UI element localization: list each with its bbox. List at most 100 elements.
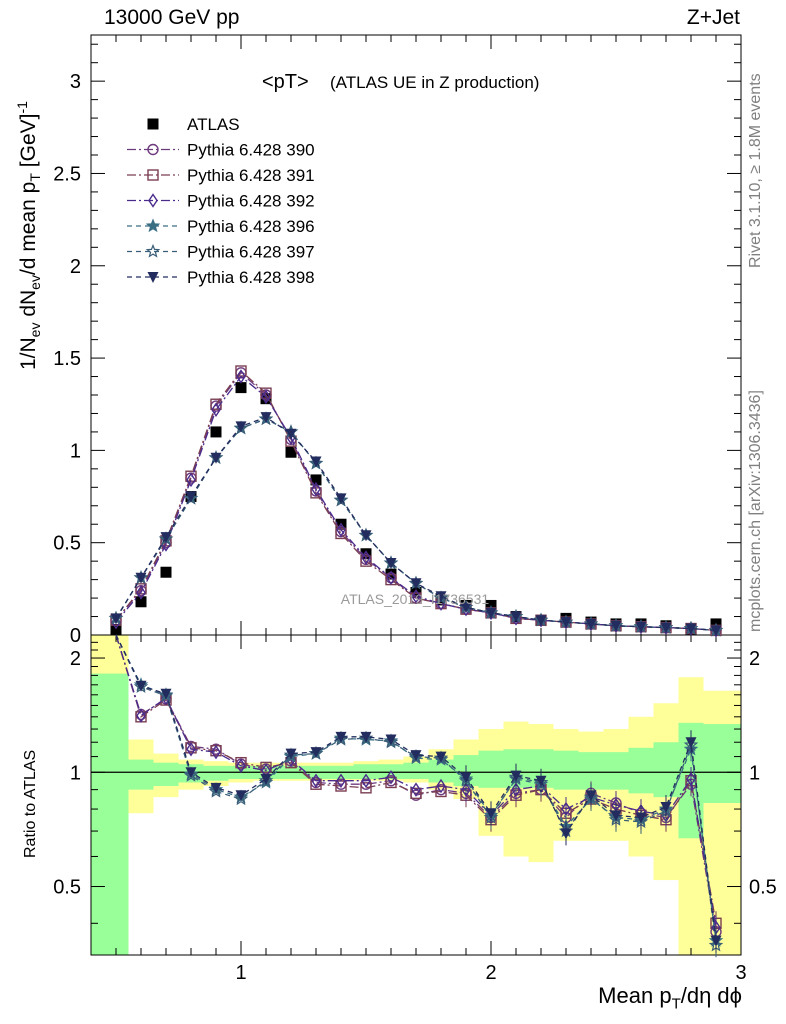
ratio-point — [686, 771, 696, 787]
legend-entry-0: ATLAS — [147, 115, 240, 134]
legend-marker — [147, 272, 159, 283]
ratio-y-tick-label-right: 1 — [749, 762, 760, 784]
stat-band-bin-24 — [703, 724, 729, 803]
ratio-point — [360, 731, 372, 743]
data-point — [160, 532, 172, 544]
ratio-y-tick-label-left: 1 — [70, 762, 81, 784]
ratio-point — [311, 773, 321, 788]
data-point — [335, 527, 347, 540]
stat-band-bin-13 — [428, 759, 454, 783]
stat-band-bin-25 — [728, 724, 741, 803]
y-tick-label: 3 — [70, 71, 81, 93]
ratio-point — [410, 787, 422, 800]
data-point — [485, 607, 497, 619]
stat-band-bin-10 — [353, 764, 379, 780]
data-point — [211, 402, 221, 418]
data-point — [235, 382, 247, 394]
ratio-point — [233, 791, 249, 806]
legend-entry-6: Pythia 6.428 398 — [127, 268, 315, 287]
legend-label: Pythia 6.428 397 — [187, 243, 315, 262]
ratio-point — [336, 773, 346, 788]
data-point — [710, 625, 722, 637]
y-tick-label: 0 — [70, 625, 81, 647]
data-point — [585, 618, 597, 630]
stat-band-bin-2 — [153, 762, 179, 787]
ratio-point — [710, 935, 722, 947]
data-point — [535, 615, 547, 627]
legend-entry-4: Pythia 6.428 396 — [127, 217, 315, 236]
data-point — [435, 591, 447, 603]
ratio-y-tick-label-right: 2 — [749, 648, 760, 670]
data-point — [135, 572, 147, 584]
ratio-point — [211, 744, 221, 760]
data-point — [285, 446, 297, 458]
ratio-point — [585, 790, 597, 802]
ratio-point — [361, 773, 371, 788]
data-point — [460, 602, 472, 614]
ratio-point — [186, 741, 196, 757]
ratio-point — [610, 810, 622, 822]
ratio-point — [135, 680, 147, 692]
ratio-point — [485, 808, 497, 820]
ratio-point — [386, 770, 396, 785]
legend-entry-5: Pythia 6.428 397 — [127, 243, 315, 262]
ratio-point — [436, 778, 446, 794]
x-tick-label: 3 — [735, 962, 746, 984]
ratio-series-5 — [115, 634, 722, 953]
data-point — [310, 474, 322, 486]
ratio-point — [511, 782, 521, 797]
legend-label: Pythia 6.428 391 — [187, 166, 315, 185]
data-point — [410, 578, 422, 590]
data-point — [361, 550, 371, 565]
ratio-point — [360, 782, 372, 794]
data-point — [185, 491, 197, 503]
data-point — [210, 398, 222, 410]
stat-band-bin-18 — [553, 750, 579, 790]
data-point — [210, 426, 222, 438]
data-point — [336, 522, 346, 538]
ratio-point — [535, 775, 547, 787]
ratio-point — [260, 774, 272, 786]
stat-band-bin-15 — [478, 750, 504, 788]
ratio-point — [185, 767, 197, 779]
data-point — [310, 456, 322, 468]
ratio-line-1 — [115, 634, 717, 924]
x-tick-label: 1 — [235, 962, 246, 984]
data-point — [135, 596, 147, 608]
data-point — [560, 617, 572, 629]
data-point — [510, 611, 522, 623]
legend-label: Pythia 6.428 396 — [187, 217, 315, 236]
legend: ATLAS Pythia 6.428 390 Pythia 6.428 391 Pyt… — [127, 115, 315, 287]
y-tick-label: 2 — [70, 256, 81, 278]
ratio-point — [510, 770, 522, 782]
ratio-point — [410, 750, 422, 762]
data-point — [110, 623, 122, 635]
ratio-point — [210, 782, 222, 794]
header-left: 13000 GeV pp — [104, 6, 240, 29]
data-point — [685, 623, 697, 635]
data-point — [660, 622, 672, 634]
y-tick-label: 0.5 — [53, 533, 81, 555]
data-point — [285, 428, 297, 440]
main-series — [108, 365, 724, 638]
ratio-point — [435, 751, 447, 763]
data-point — [110, 613, 122, 625]
data-point — [160, 566, 172, 578]
data-point — [635, 621, 647, 633]
ratio-point — [461, 782, 471, 797]
legend-label: Pythia 6.428 398 — [187, 268, 315, 287]
legend-marker — [147, 143, 159, 156]
y-tick-label: 2.5 — [53, 163, 81, 185]
data-point — [260, 387, 272, 399]
data-point — [386, 570, 396, 586]
legend-label: ATLAS — [187, 115, 240, 134]
y-tick-label: 1 — [70, 440, 81, 462]
ratio-point — [385, 734, 397, 746]
stat-band-bin-4 — [203, 765, 229, 781]
chart-title: <pT> — [262, 71, 309, 93]
ratio-point — [660, 802, 672, 814]
ratio-point — [136, 708, 146, 723]
data-point — [360, 530, 372, 542]
data-point — [335, 493, 347, 505]
